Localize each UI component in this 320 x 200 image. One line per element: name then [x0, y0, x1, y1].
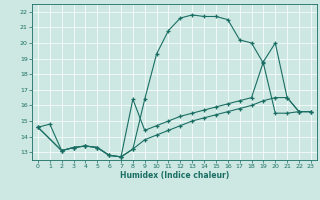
X-axis label: Humidex (Indice chaleur): Humidex (Indice chaleur)	[120, 171, 229, 180]
